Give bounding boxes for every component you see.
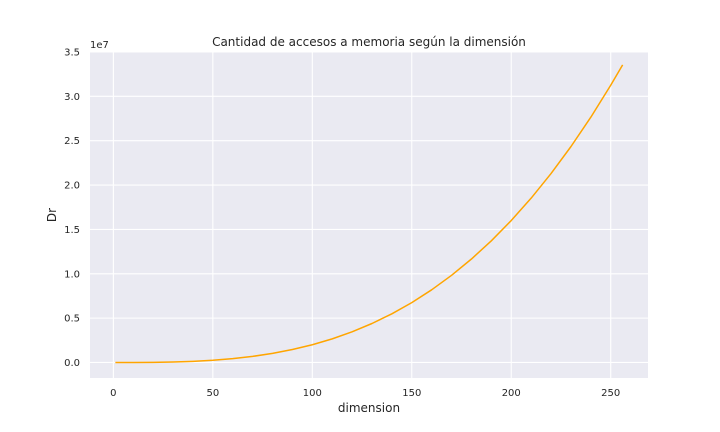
y-offset-label: 1e7 — [90, 40, 109, 51]
y-tick-label: 1.0 — [64, 269, 80, 280]
x-axis-label: dimension — [338, 401, 400, 415]
y-tick-label: 0.5 — [64, 314, 80, 325]
x-tick-label: 150 — [402, 388, 421, 399]
y-tick-label: 3.5 — [64, 48, 80, 59]
y-tick-label: 2.5 — [64, 136, 80, 147]
y-tick-label: 3.0 — [64, 92, 80, 103]
x-tick-label: 0 — [110, 388, 116, 399]
series-layer — [115, 64, 624, 364]
x-tick-label: 100 — [303, 388, 322, 399]
x-tick-labels: 0 50 100 150 200 250 — [110, 388, 620, 399]
x-tick-label: 50 — [206, 388, 219, 399]
x-tick-label: 250 — [601, 388, 620, 399]
y-tick-label: 2.0 — [64, 181, 80, 192]
y-axis-label: Dr — [45, 208, 59, 222]
chart-title: Cantidad de accesos a memoria según la d… — [212, 35, 526, 49]
y-tick-label: 1.5 — [64, 225, 80, 236]
y-tick-label: 0.0 — [64, 358, 80, 369]
series-line — [115, 64, 624, 364]
x-tick-label: 200 — [502, 388, 521, 399]
y-tick-labels: 0.0 0.5 1.0 1.5 2.0 2.5 3.0 3.5 — [64, 48, 80, 369]
grid — [90, 51, 648, 378]
plot-background — [90, 52, 648, 378]
